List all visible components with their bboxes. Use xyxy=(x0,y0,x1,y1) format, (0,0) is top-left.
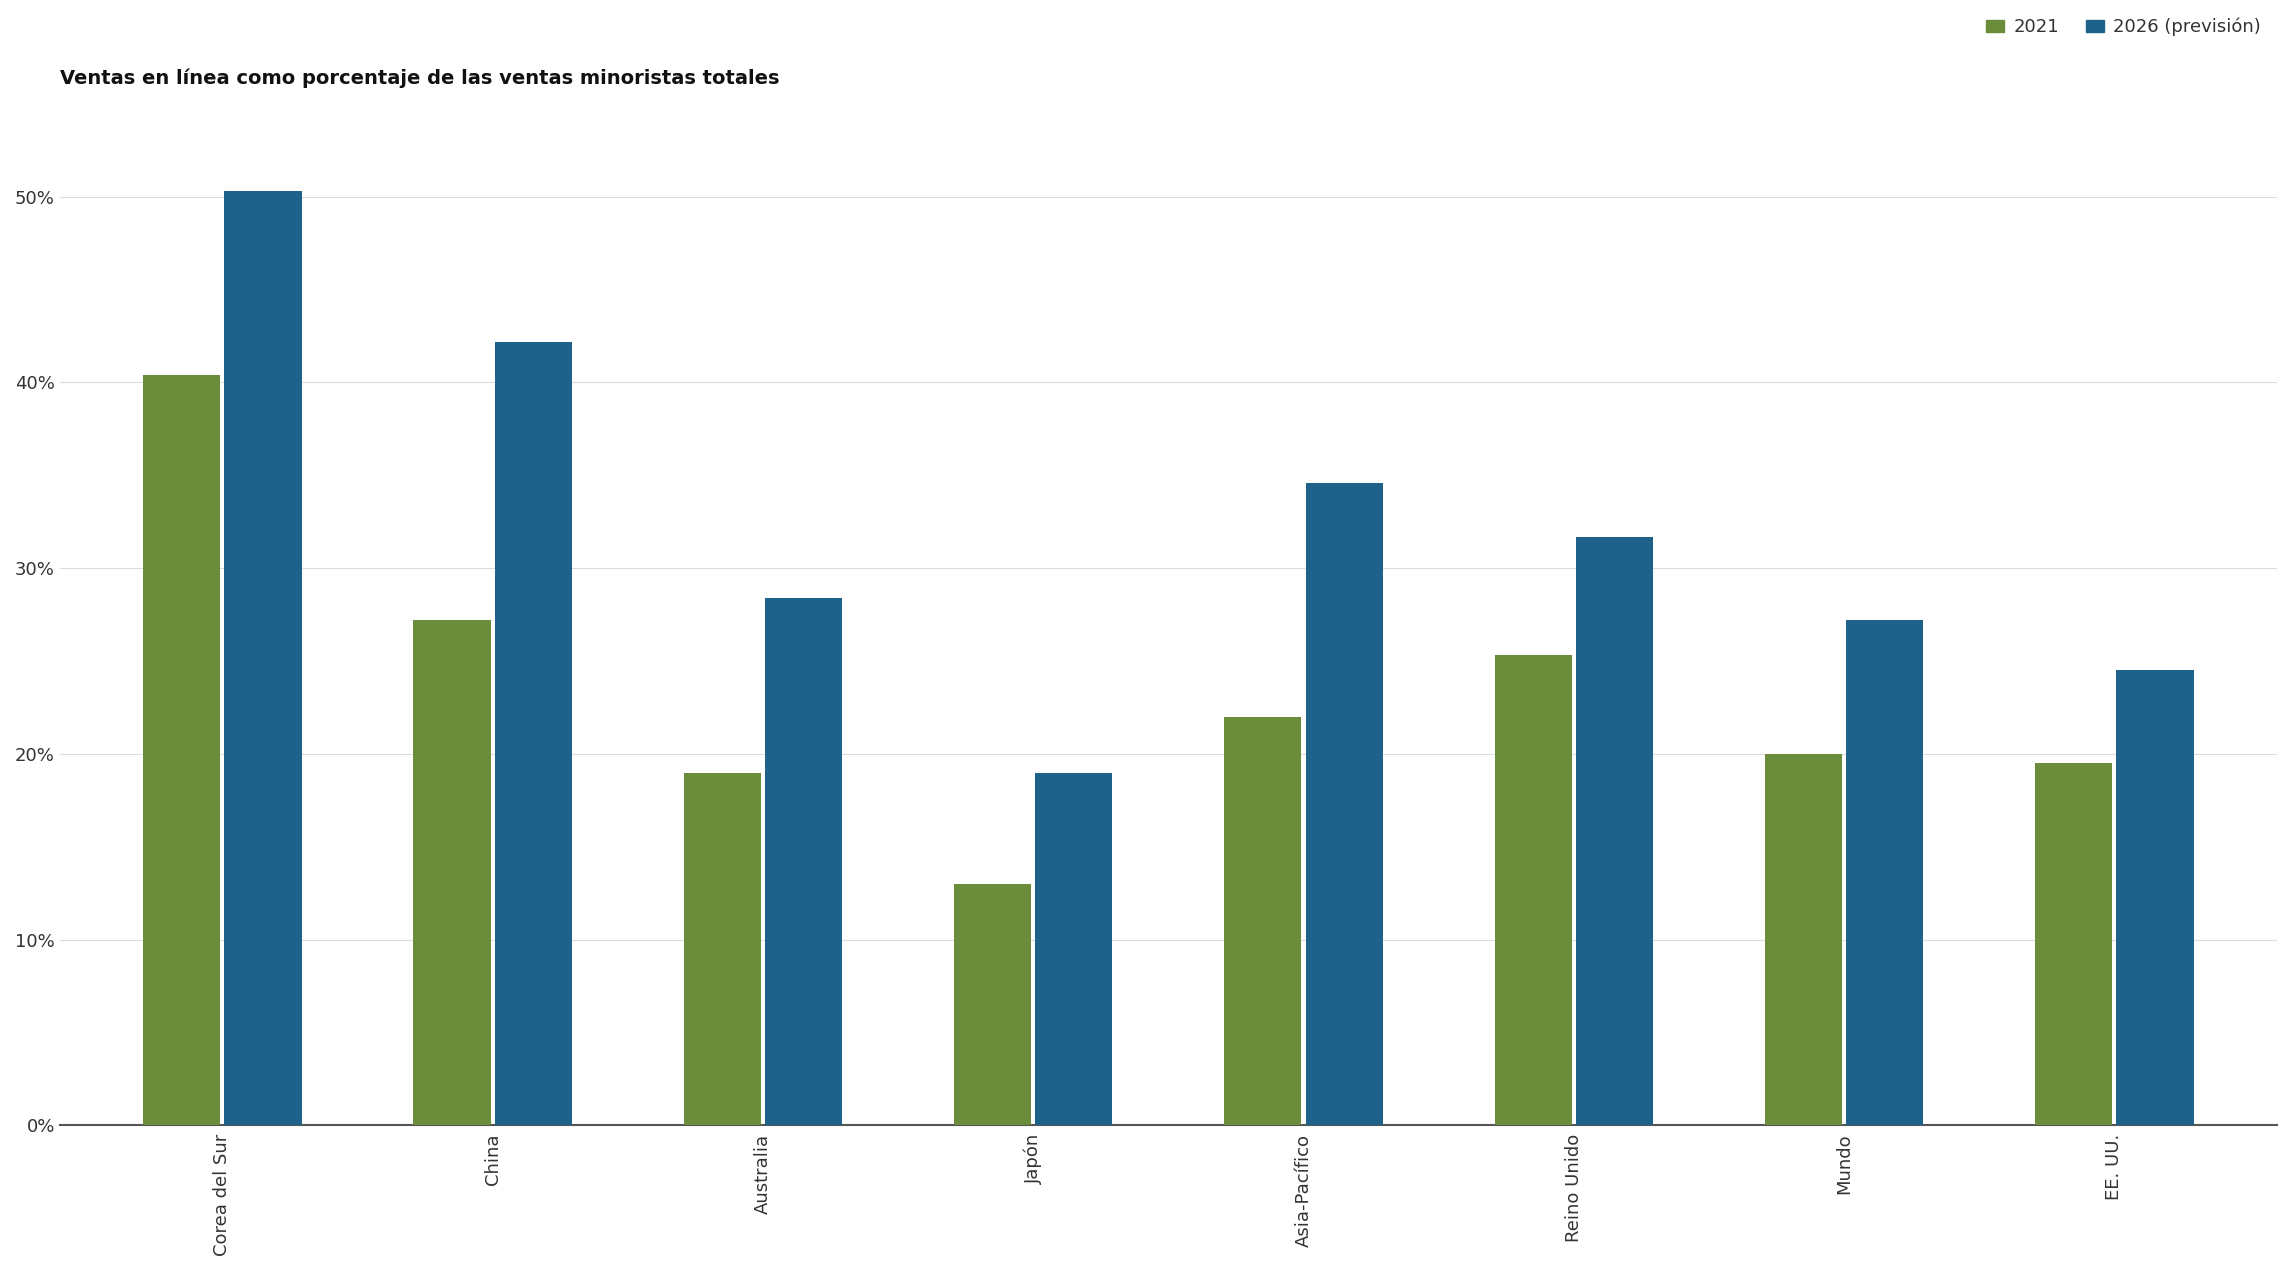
Legend: 2021, 2026 (previsión): 2021, 2026 (previsión) xyxy=(1978,10,2269,43)
Bar xyxy=(413,620,490,1125)
Bar xyxy=(495,342,573,1125)
Bar xyxy=(1224,717,1302,1125)
Bar xyxy=(1036,773,1112,1125)
Bar xyxy=(1306,483,1382,1125)
Text: Ventas en línea como porcentaje de las ventas minoristas totales: Ventas en línea como porcentaje de las v… xyxy=(60,69,779,89)
Bar xyxy=(1494,656,1572,1125)
Bar xyxy=(953,883,1031,1125)
Bar xyxy=(142,375,220,1125)
Bar xyxy=(225,191,303,1125)
Bar xyxy=(1765,754,1843,1125)
Bar xyxy=(2035,763,2113,1125)
Bar xyxy=(766,597,841,1125)
Bar xyxy=(683,773,761,1125)
Bar xyxy=(2116,670,2193,1125)
Bar xyxy=(1845,620,1923,1125)
Bar xyxy=(1577,536,1653,1125)
